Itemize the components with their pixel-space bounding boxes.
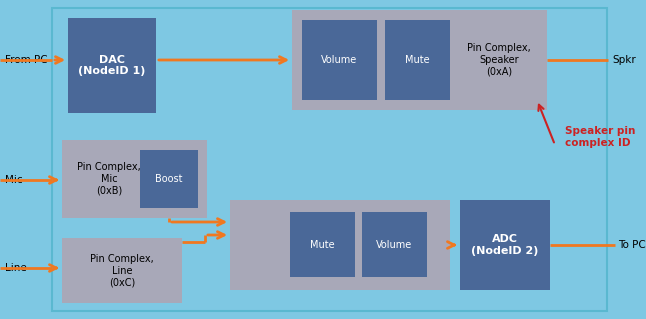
Text: Line: Line: [5, 263, 26, 273]
Text: Spkr: Spkr: [612, 55, 636, 65]
Text: Mute: Mute: [310, 240, 335, 249]
Text: Volume: Volume: [321, 55, 358, 65]
Text: Mic: Mic: [5, 175, 23, 185]
Bar: [385, 20, 450, 100]
Text: From PC: From PC: [5, 55, 48, 65]
Text: DAC
(NodeID 1): DAC (NodeID 1): [78, 55, 146, 76]
Bar: [362, 212, 427, 277]
Bar: [290, 212, 355, 277]
Text: Mute: Mute: [405, 55, 430, 65]
Bar: [302, 20, 377, 100]
Text: Speaker pin
complex ID: Speaker pin complex ID: [565, 126, 636, 148]
Text: ADC
(NodeID 2): ADC (NodeID 2): [472, 234, 539, 256]
Text: Pin Complex,
Speaker
(0xA): Pin Complex, Speaker (0xA): [467, 43, 531, 77]
Bar: [140, 150, 198, 208]
Text: Boost: Boost: [155, 174, 183, 184]
Text: Volume: Volume: [377, 240, 413, 249]
Bar: [460, 200, 550, 290]
Text: Pin Complex,
Mic
(0xB): Pin Complex, Mic (0xB): [77, 162, 141, 196]
Bar: [68, 18, 156, 113]
Bar: [230, 200, 450, 290]
Bar: [62, 238, 182, 303]
Text: To PC: To PC: [618, 240, 646, 250]
Bar: [62, 140, 207, 218]
Text: Pin Complex,
Line
(0xC): Pin Complex, Line (0xC): [90, 254, 154, 287]
Bar: [52, 8, 607, 311]
Bar: [292, 10, 547, 110]
